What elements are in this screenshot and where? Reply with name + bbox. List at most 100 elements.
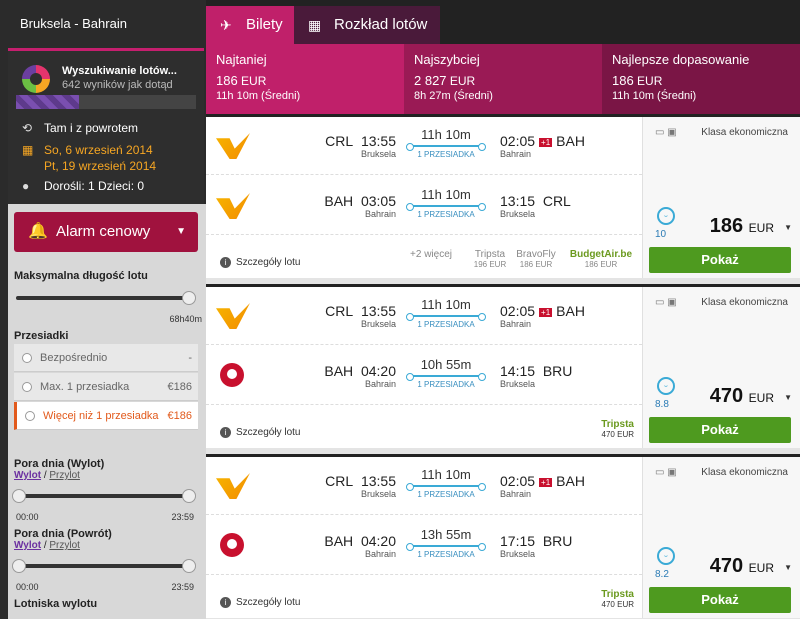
arrival: 13:15 CRL Bruksela — [500, 193, 571, 219]
search-card: Wyszukiwanie lotów... 642 wyników jak do… — [8, 48, 204, 204]
route-title: Bruksela - Bahrain — [20, 16, 127, 31]
date-back[interactable]: Pt, 19 wrzesień 2014 — [44, 159, 157, 173]
stops-option-max1[interactable]: Max. 1 przesiadka €186 — [14, 373, 198, 401]
tab-schedule[interactable]: ▦ Rozkład lotów — [294, 6, 440, 44]
calendar-icon: ▦ — [308, 17, 322, 33]
sort-best[interactable]: Najlepsze dopasowanie 186 EUR 11h 10m (Ś… — [602, 44, 800, 114]
departure: CRL 13:55 Bruksela — [325, 303, 396, 329]
result-card: CRL 13:55 Bruksela 11h 10m 1 PRZESIADKA 02… — [206, 114, 800, 278]
duration: 11h 10m 1 PRZESIADKA — [406, 467, 486, 499]
airline-logo-icon — [216, 473, 250, 499]
next-day-badge: +1 — [539, 307, 553, 317]
ret-toggle[interactable]: Wylot / Przylot — [14, 540, 80, 551]
airline-logo-icon — [220, 533, 244, 557]
search-progress — [16, 95, 196, 109]
agent-offer[interactable]: Tripsta 196 EUR — [473, 249, 507, 269]
arrival: 02:05 +1 BAH Bahrain — [500, 303, 585, 329]
dropdown-icon[interactable]: ▼ — [784, 393, 792, 402]
airline-logo-icon — [216, 133, 250, 159]
dep-time-slider[interactable] — [12, 489, 196, 503]
person-icon: ● — [22, 179, 30, 193]
airline-logo-icon — [216, 193, 250, 219]
arrival: 02:05 +1 BAH Bahrain — [500, 473, 585, 499]
slider-knob[interactable] — [182, 291, 196, 305]
tabs: ✈ Bilety ▦ Rozkład lotów — [206, 0, 800, 44]
next-day-badge: +1 — [539, 477, 553, 487]
ret-time-slider[interactable] — [12, 559, 196, 573]
agent-offer[interactable]: BudgetAir.be 186 EUR — [569, 249, 633, 269]
show-button[interactable]: Pokaż — [649, 587, 791, 613]
dropdown-icon[interactable]: ▼ — [784, 563, 792, 572]
duration: 11h 10m 1 PRZESIADKA — [406, 127, 486, 159]
results-list: CRL 13:55 Bruksela 11h 10m 1 PRZESIADKA 02… — [206, 114, 800, 619]
arrival: 02:05 +1 BAH Bahrain — [500, 133, 585, 159]
search-count: 642 wyników jak dotąd — [62, 79, 173, 91]
passengers[interactable]: ● Dorośli: 1 Dzieci: 0 — [22, 179, 145, 193]
trip-type[interactable]: ⟲ Tam i z powrotem — [22, 121, 139, 135]
arrival: 14:15 BRU Bruksela — [500, 363, 573, 389]
refresh-icon: ⟲ — [22, 121, 33, 135]
flight-details-link[interactable]: i Szczegóły lotu — [220, 427, 300, 438]
agent-offer[interactable]: Tripsta 470 EUR — [601, 589, 634, 609]
next-day-badge: +1 — [539, 137, 553, 147]
cabin-class: Klasa ekonomiczna — [701, 297, 788, 308]
flight-details-link[interactable]: i Szczegóły lotu — [220, 597, 300, 608]
price: 470 EUR — [709, 385, 774, 407]
ticket-icon: ✈ — [220, 17, 232, 33]
search-status: Wyszukiwanie lotów... 642 wyników jak do… — [16, 59, 196, 99]
flight-leg: CRL 13:55 Bruksela 11h 10m 1 PRZESIADKA 02… — [206, 287, 642, 345]
airports-label: Lotniska wylotu — [14, 598, 98, 610]
baggage-icon: ▭ ▣ — [655, 467, 677, 478]
rating-score: 10 — [655, 229, 667, 240]
stops-option-direct[interactable]: Bezpośrednio - — [14, 344, 198, 372]
spinner-icon — [22, 65, 50, 93]
sort-cheapest[interactable]: Najtaniej 186 EUR 11h 10m (Średni) — [206, 44, 404, 114]
info-icon: i — [220, 427, 231, 438]
dropdown-icon[interactable]: ▼ — [784, 223, 792, 232]
sort-fastest[interactable]: Najszybciej 2 827 EUR 8h 27m (Średni) — [404, 44, 602, 114]
airline-logo-icon — [216, 303, 250, 329]
flight-details-link[interactable]: i Szczegóły lotu — [220, 257, 300, 268]
cabin-class: Klasa ekonomiczna — [701, 127, 788, 138]
duration: 11h 10m 1 PRZESIADKA — [406, 187, 486, 219]
flight-leg: BAH 04:20 Bahrain 13h 55m 1 PRZESIADKA 17:… — [206, 517, 642, 575]
flight-leg: CRL 13:55 Bruksela 11h 10m 1 PRZESIADKA 02… — [206, 117, 642, 175]
more-agents-link[interactable]: +2 więcej — [410, 249, 452, 260]
price: 470 EUR — [709, 555, 774, 577]
price-panel: ▭ ▣ Klasa ekonomiczna ᵕ 8.2 470 EUR ▼ Po… — [642, 457, 800, 618]
ret-time-max: 23:59 — [171, 582, 194, 592]
search-title: Wyszukiwanie lotów... — [62, 65, 177, 77]
price-alarm-button[interactable]: 🔔 Alarm cenowy ▼ — [14, 212, 198, 252]
dep-time-label: Pora dnia (Wylot) — [14, 458, 105, 470]
filters-panel: 🔔 Alarm cenowy ▼ Maksymalna długość lotu… — [8, 204, 206, 619]
caret-down-icon: ▼ — [176, 226, 186, 237]
sort-bar: Najtaniej 186 EUR 11h 10m (Średni) Najsz… — [206, 44, 800, 114]
calendar-icon: ▦ — [22, 143, 34, 157]
price-panel: ▭ ▣ Klasa ekonomiczna ᵕ 10 186 EUR ▼ Pok… — [642, 117, 800, 278]
agent-offer[interactable]: BravoFly 186 EUR — [516, 249, 556, 269]
departure: BAH 03:05 Bahrain — [324, 193, 396, 219]
dep-time-max: 23:59 — [171, 512, 194, 522]
max-length-slider[interactable] — [16, 291, 196, 305]
info-icon: i — [220, 597, 231, 608]
show-button[interactable]: Pokaż — [649, 417, 791, 443]
smiley-icon: ᵕ — [657, 547, 675, 565]
departure: CRL 13:55 Bruksela — [325, 133, 396, 159]
dep-toggle[interactable]: Wylot / Przylot — [14, 470, 80, 481]
flight-leg: BAH 04:20 Bahrain 10h 55m 1 PRZESIADKA 14:… — [206, 347, 642, 405]
date-out[interactable]: ▦ So, 6 wrzesień 2014 — [22, 143, 153, 157]
agent-offer[interactable]: Tripsta 470 EUR — [601, 419, 634, 439]
stops-option-more[interactable]: Więcej niż 1 przesiadka €186 — [14, 402, 198, 430]
dep-time-min: 00:00 — [16, 512, 39, 522]
ret-time-label: Pora dnia (Powrót) — [14, 528, 112, 540]
ret-time-min: 00:00 — [16, 582, 39, 592]
departure: BAH 04:20 Bahrain — [324, 533, 396, 559]
bell-icon: 🔔 — [28, 223, 48, 240]
duration: 11h 10m 1 PRZESIADKA — [406, 297, 486, 329]
duration: 10h 55m 1 PRZESIADKA — [406, 357, 486, 389]
show-button[interactable]: Pokaż — [649, 247, 791, 273]
tab-tickets[interactable]: ✈ Bilety — [206, 6, 294, 44]
flight-leg: BAH 03:05 Bahrain 11h 10m 1 PRZESIADKA 13:… — [206, 177, 642, 235]
price-panel: ▭ ▣ Klasa ekonomiczna ᵕ 8.8 470 EUR ▼ Po… — [642, 287, 800, 448]
price: 186 EUR — [709, 215, 774, 237]
